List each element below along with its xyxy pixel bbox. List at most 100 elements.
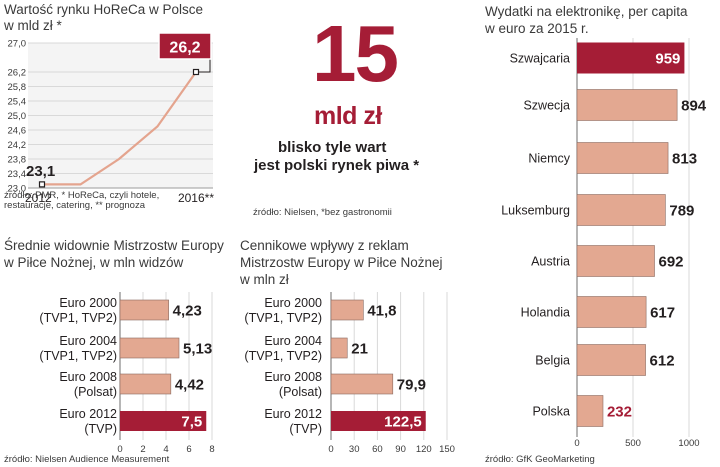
- ads-value-label: 21: [351, 341, 368, 358]
- ads-value-label: 122,5: [384, 414, 422, 431]
- viewers-category-label: Euro 2012: [59, 407, 117, 421]
- viewers-x-tick-label: 2: [140, 444, 145, 455]
- horeca-x-tick-label: 2016**: [178, 191, 214, 205]
- horeca-title-line1: Wartość rynku HoReCa w Polsce: [4, 2, 204, 17]
- horeca-y-tick-label: 25,4: [8, 97, 27, 108]
- horeca-source-line1: źródło: PMR, * HoReCa, czyli hotele,: [4, 190, 160, 201]
- hero-source: źródło: Nielsen, *bez gastronomii: [253, 207, 392, 218]
- horeca-x-tick-label: 2012: [25, 191, 52, 205]
- electronics-value-label: 813: [672, 151, 697, 168]
- horeca-y-tick-label: 24,2: [8, 140, 27, 151]
- electronics-bar: [576, 194, 666, 226]
- horeca-y-tick-label: 23,0: [8, 184, 27, 195]
- electronics-category-label: Austria: [531, 255, 570, 269]
- horeca-series-line: [42, 71, 197, 186]
- electronics-category-label: Luksemburg: [501, 204, 570, 218]
- horeca-y-tick-label: 25,0: [8, 111, 27, 122]
- electronics-bar: [577, 42, 685, 74]
- electronics-value-label: 692: [659, 254, 684, 271]
- electronics-title-line1: Wydatki na elektronikę, per capita: [485, 4, 688, 19]
- viewers-source: źródło: Nielsen Audience Measurement: [4, 454, 170, 465]
- horeca-y-tick-label: 27,0: [8, 39, 27, 50]
- viewers-category-label: (TVP1, TVP2): [39, 311, 117, 325]
- viewers-value-label: 7,5: [181, 414, 202, 431]
- ads-value-label: 41,8: [367, 303, 396, 320]
- electronics-value-label: 612: [650, 353, 675, 370]
- viewers-category-label: (Polsat): [74, 385, 117, 399]
- electronics-value-label: 959: [655, 51, 680, 68]
- ads-category-label: (Polsat): [279, 385, 322, 399]
- horeca-end-value-box: [158, 32, 212, 60]
- ads-x-tick-label: 120: [416, 444, 432, 455]
- horeca-end-leader: [199, 59, 211, 73]
- viewers-value-label: 4,23: [173, 303, 202, 320]
- horeca-start-value-label: 23,1: [26, 163, 55, 180]
- viewers-bar: [119, 373, 172, 395]
- ads-bar: [330, 299, 364, 321]
- ads-x-tick-label: 90: [395, 444, 406, 455]
- viewers-x-tick-label: 8: [209, 444, 214, 455]
- viewers-value-label: 4,42: [175, 377, 204, 394]
- hero-number: 15: [312, 9, 399, 98]
- horeca-y-tick-label: 23,4: [8, 169, 27, 180]
- ads-category-label: Euro 2000: [264, 296, 322, 310]
- viewers-category-label: Euro 2000: [59, 296, 117, 310]
- ads-title-line2: Mistrzostw Europy w Piłce Nożnej: [240, 255, 443, 270]
- horeca-title-line2: w mld zł *: [4, 18, 62, 33]
- electronics-bar: [576, 89, 678, 121]
- electronics-category-label: Holandia: [521, 306, 570, 320]
- electronics-bar: [576, 142, 669, 174]
- ads-title-line1: Cennikowe wpływy z reklam: [240, 238, 409, 253]
- electronics-x-tick-label: 500: [625, 438, 641, 449]
- electronics-value-label: 617: [650, 305, 675, 322]
- electronics-category-label: Niemcy: [528, 152, 570, 166]
- hero-caption-line2: jest polski rynek piwa *: [254, 157, 420, 174]
- ads-x-tick-label: 150: [439, 444, 455, 455]
- electronics-value-label: 894: [681, 98, 707, 115]
- ads-value-label: 79,9: [397, 377, 426, 394]
- hero-caption-line1: blisko tyle wart: [278, 139, 387, 156]
- electronics-category-label: Szwajcaria: [510, 52, 570, 66]
- ads-category-label: (TVP1, TVP2): [244, 349, 322, 363]
- electronics-bar: [576, 245, 655, 277]
- electronics-bar: [576, 395, 604, 427]
- electronics-source: źródło: GfK GeoMarketing: [485, 454, 595, 465]
- ads-bar: [330, 337, 348, 359]
- electronics-value-label: 232: [607, 404, 632, 421]
- viewers-bar: [120, 411, 207, 431]
- viewers-category-label: Euro 2004: [59, 334, 117, 348]
- viewers-x-tick-label: 4: [163, 444, 168, 455]
- electronics-bar: [576, 344, 646, 376]
- viewers-x-tick-label: 6: [186, 444, 191, 455]
- viewers-x-tick-label: 0: [117, 444, 122, 455]
- horeca-end-marker: [192, 68, 200, 76]
- electronics-category-label: Szwecja: [523, 99, 570, 113]
- ads-category-label: Euro 2008: [264, 370, 322, 384]
- electronics-value-label: 789: [669, 203, 694, 220]
- viewers-bar: [119, 337, 180, 359]
- viewers-title-line2: w Piłce Nożnej, w mln widzów: [4, 255, 184, 270]
- ads-x-tick-label: 30: [349, 444, 360, 455]
- ads-title-line3: w mln zł: [240, 272, 289, 287]
- viewers-category-label: (TVP): [84, 422, 117, 436]
- horeca-source-line2: restauracje, catering, ** prognoza: [4, 200, 145, 211]
- electronics-x-tick-label: 1000: [678, 438, 699, 449]
- horeca-y-tick-label: 23,8: [8, 155, 27, 166]
- horeca-y-tick-label: 26,2: [8, 68, 27, 79]
- viewers-bar: [119, 299, 169, 321]
- electronics-category-label: Polska: [532, 405, 570, 419]
- horeca-end-value-label: 26,2: [169, 40, 200, 57]
- horeca-start-marker: [38, 181, 46, 188]
- ads-x-tick-label: 0: [328, 444, 333, 455]
- ads-x-tick-label: 60: [372, 444, 383, 455]
- hero-unit: mld zł: [314, 102, 382, 130]
- viewers-category-label: Euro 2008: [59, 370, 117, 384]
- electronics-x-tick-label: 0: [574, 438, 579, 449]
- ads-bar: [330, 373, 394, 395]
- electronics-bar: [576, 296, 647, 328]
- viewers-category-label: (TVP1, TVP2): [39, 349, 117, 363]
- electronics-category-label: Belgia: [535, 354, 570, 368]
- ads-category-label: Euro 2004: [264, 334, 322, 348]
- ads-category-label: (TVP1, TVP2): [244, 311, 322, 325]
